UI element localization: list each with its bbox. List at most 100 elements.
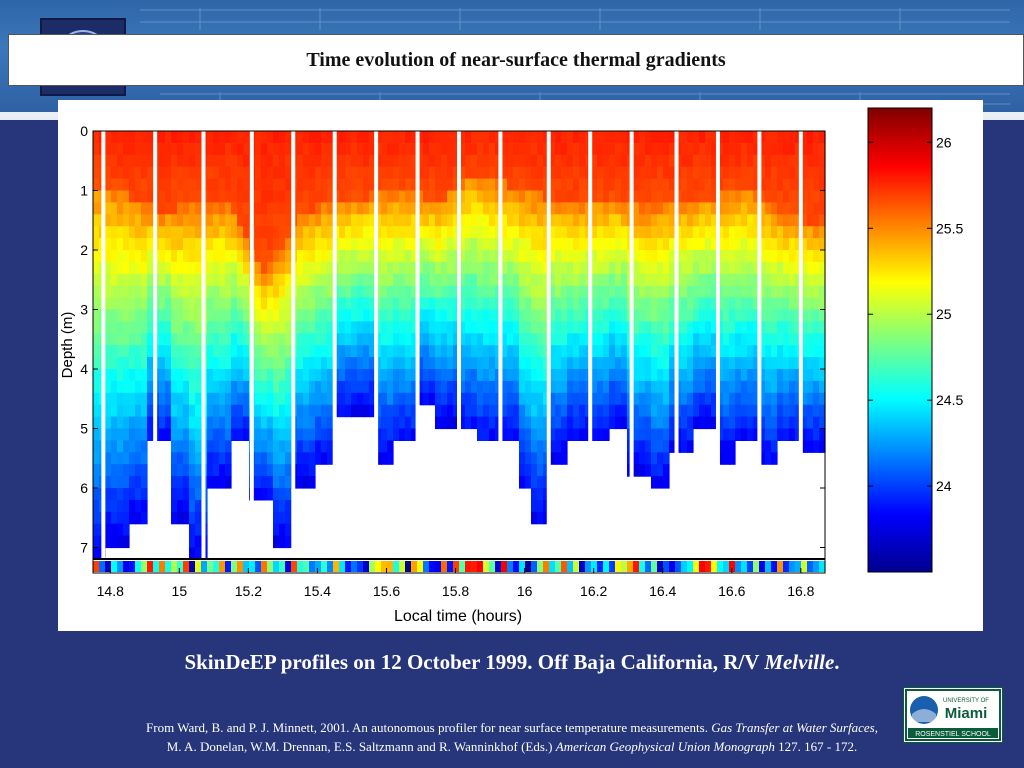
heatmap-cell [345, 392, 352, 406]
heatmap-cell [117, 511, 124, 525]
heatmap-cell [207, 297, 214, 311]
heatmap-cell [339, 285, 346, 299]
surface-strip-cell [351, 561, 358, 572]
heatmap-cell [195, 321, 202, 334]
heatmap-cell [609, 226, 616, 239]
heatmap-cell [765, 357, 772, 370]
heatmap-cell [537, 238, 544, 251]
heatmap-cell [459, 214, 466, 227]
heatmap-cell [519, 202, 526, 215]
heatmap-cell [759, 261, 766, 275]
heatmap-cell [609, 392, 616, 406]
heatmap-cell [363, 345, 370, 358]
heatmap-cell [795, 273, 802, 287]
heatmap-cell [747, 380, 754, 394]
heatmap-cell [669, 440, 676, 453]
heatmap-cell [591, 250, 598, 263]
heatmap-cell [549, 309, 556, 322]
heatmap-cell [213, 309, 220, 322]
heatmap-cell [771, 345, 778, 358]
heatmap-cell [663, 297, 670, 311]
heatmap-cell [447, 154, 454, 168]
profile-gap [332, 131, 337, 559]
heatmap-cell [273, 511, 280, 525]
heatmap-cell [147, 261, 154, 275]
heatmap-cell [207, 333, 214, 346]
heatmap-cell [483, 380, 490, 394]
heatmap-cell [417, 131, 424, 144]
heatmap-cell [759, 357, 766, 370]
heatmap-cell [537, 369, 544, 382]
heatmap-cell [453, 142, 460, 156]
surface-strip-cell [159, 561, 166, 572]
heatmap-cell [525, 297, 532, 311]
surface-strip-cell [795, 561, 802, 572]
heatmap-cell [591, 416, 598, 430]
heatmap-cell [681, 380, 688, 394]
heatmap-cell [807, 369, 814, 382]
heatmap-cell [591, 166, 598, 180]
heatmap-cell [819, 297, 826, 311]
heatmap-cell [129, 416, 136, 430]
heatmap-cell [405, 416, 412, 430]
heatmap-cell [507, 261, 514, 275]
heatmap-cell [261, 166, 268, 180]
heatmap-cell [789, 238, 796, 251]
heatmap-cell [771, 226, 778, 239]
heatmap-cell [219, 380, 226, 394]
heatmap-cell [297, 285, 304, 299]
heatmap-cell [483, 166, 490, 180]
heatmap-cell [411, 226, 418, 239]
heatmap-cell [309, 404, 316, 418]
heatmap-cell [783, 297, 790, 311]
heatmap-cell [435, 392, 442, 406]
heatmap-cell [273, 452, 280, 465]
heatmap-cell [141, 190, 148, 203]
heatmap-cell [765, 416, 772, 430]
heatmap-cell [669, 202, 676, 215]
heatmap-cell [207, 464, 214, 477]
heatmap-cell [273, 226, 280, 239]
heatmap-cell [171, 261, 178, 275]
heatmap-cell [267, 357, 274, 370]
heatmap-cell [231, 250, 238, 263]
heatmap-cell [687, 321, 694, 334]
heatmap-cell [495, 226, 502, 239]
heatmap-cell [321, 357, 328, 370]
heatmap-cell [597, 428, 604, 441]
heatmap-cell [519, 238, 526, 251]
heatmap-cell [219, 166, 226, 180]
heatmap-cell [345, 357, 352, 370]
heatmap-cell [483, 416, 490, 430]
heatmap-cell [543, 238, 550, 251]
heatmap-cell [705, 380, 712, 394]
heatmap-cell [555, 178, 562, 192]
heatmap-cell [237, 404, 244, 418]
heatmap-cell [567, 214, 574, 227]
heatmap-cell [315, 178, 322, 192]
heatmap-cell [783, 309, 790, 322]
y-tick-label: 7 [80, 540, 88, 556]
heatmap-cell [609, 202, 616, 215]
heatmap-cell [597, 416, 604, 430]
heatmap-cell [135, 226, 142, 239]
heatmap-cell [279, 321, 286, 334]
surface-strip-cell [255, 561, 262, 572]
heatmap-cell [393, 428, 400, 441]
heatmap-cell [351, 357, 358, 370]
heatmap-cell [507, 380, 514, 394]
heatmap-cell [237, 345, 244, 358]
heatmap-cell [753, 428, 760, 441]
heatmap-cell [165, 202, 172, 215]
heatmap-cell [645, 261, 652, 275]
heatmap-cell [555, 333, 562, 346]
heatmap-cell [315, 428, 322, 441]
heatmap-cell [579, 273, 586, 287]
heatmap-cell [297, 178, 304, 192]
heatmap-cell [561, 357, 568, 370]
heatmap-cell [441, 190, 448, 203]
heatmap-cell [159, 202, 166, 215]
heatmap-cell [579, 226, 586, 239]
heatmap-cell [699, 273, 706, 287]
heatmap-cell [591, 369, 598, 382]
